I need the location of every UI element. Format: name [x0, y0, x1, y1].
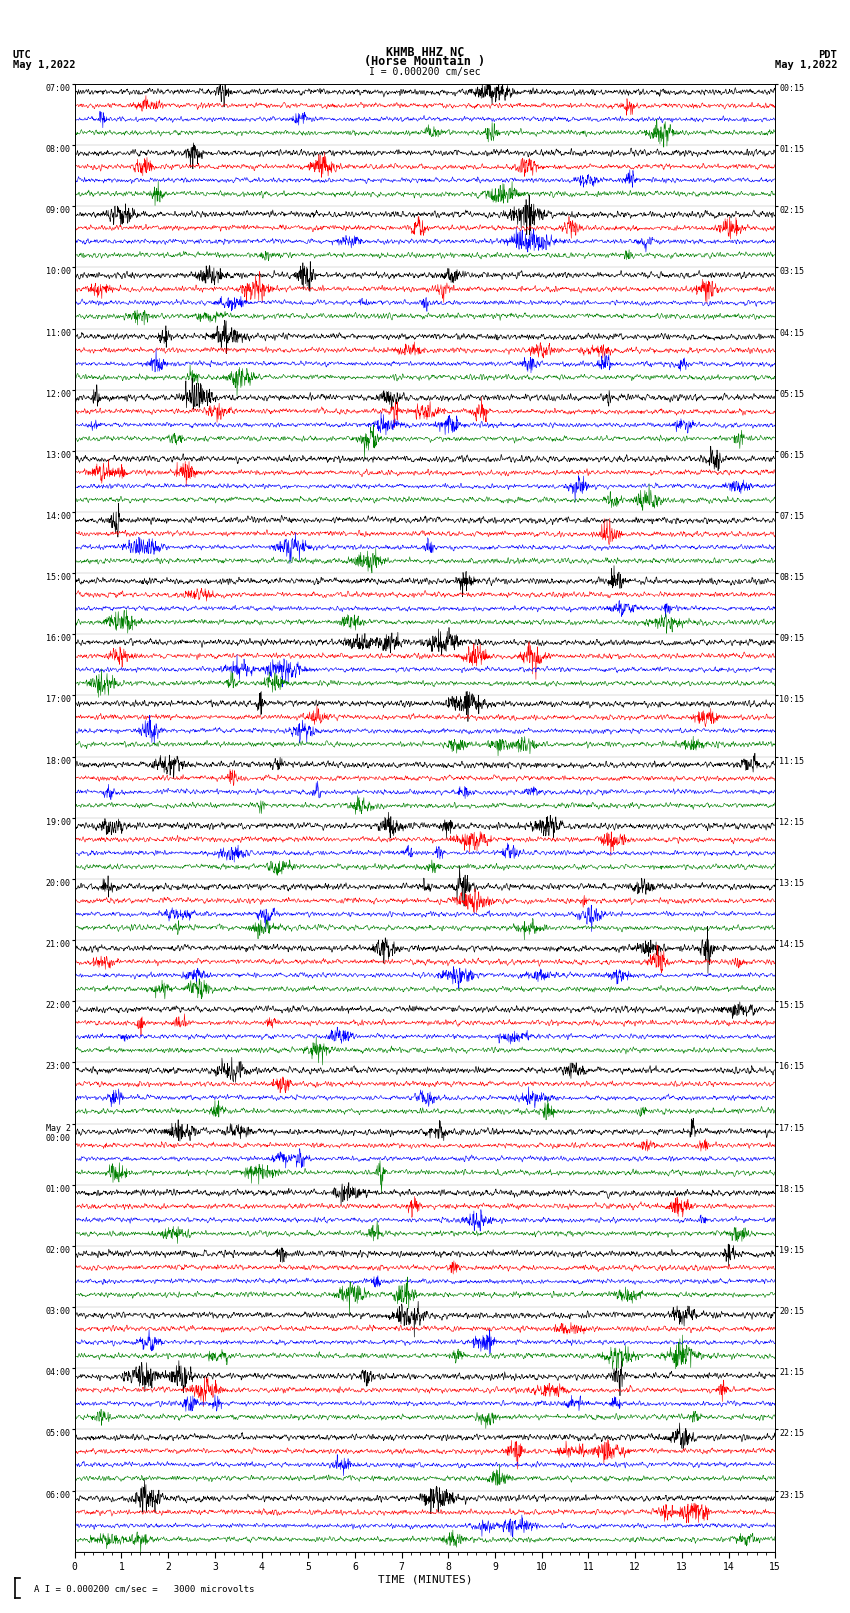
- Text: May 1,2022: May 1,2022: [13, 60, 76, 69]
- Text: I = 0.000200 cm/sec: I = 0.000200 cm/sec: [369, 66, 481, 77]
- X-axis label: TIME (MINUTES): TIME (MINUTES): [377, 1574, 473, 1586]
- Text: A I = 0.000200 cm/sec =   3000 microvolts: A I = 0.000200 cm/sec = 3000 microvolts: [34, 1584, 254, 1594]
- Text: PDT: PDT: [819, 50, 837, 60]
- Text: KHMB HHZ NC: KHMB HHZ NC: [386, 45, 464, 58]
- Text: May 1,2022: May 1,2022: [774, 60, 837, 69]
- Text: UTC: UTC: [13, 50, 31, 60]
- Text: (Horse Mountain ): (Horse Mountain ): [365, 55, 485, 68]
